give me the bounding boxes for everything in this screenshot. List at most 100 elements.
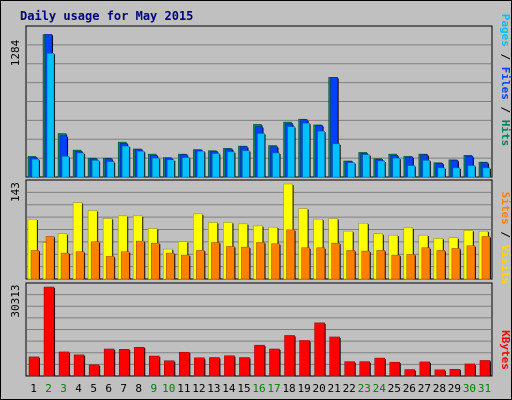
kbytes-panel: 30313 [9,282,493,377]
x-tick-label-15: 15 [237,382,250,395]
x-tick-label-1: 1 [30,382,37,395]
bar-pages-day-7 [121,145,130,178]
bar-pages-day-3 [61,156,70,178]
x-tick-label-6: 6 [105,382,112,395]
bar-pages-day-31 [482,167,491,178]
bar-sites-day-14 [226,246,235,280]
bar-kbytes-day-2 [43,286,55,377]
bar-pages-day-9 [152,157,160,178]
bar-kbytes-day-14 [224,355,235,377]
x-tick-label-22: 22 [343,382,356,395]
x-tick-label-16: 16 [252,382,265,395]
svg-text:Sites / Visits: Sites / Visits [499,192,512,285]
bar-sites-day-8 [135,240,145,280]
bar-sites-day-7 [120,251,130,280]
bar-kbytes-day-16 [254,344,265,377]
bar-pages-day-24 [377,160,385,178]
bar-sites-day-2 [45,236,55,280]
legend-sites: Sites [499,192,512,225]
bar-pages-day-2 [46,53,55,178]
bar-sites-day-17 [271,243,280,280]
bar-kbytes-day-22 [344,361,355,377]
x-tick-label-8: 8 [135,382,142,395]
svg-text:Pages / Files / Hits: Pages / Files / Hits [499,14,512,147]
bar-sites-day-4 [75,251,85,280]
bar-kbytes-day-13 [209,357,220,377]
bar-sites-day-25 [391,254,401,280]
bar-sites-day-16 [256,242,265,280]
x-tick-label-13: 13 [207,382,220,395]
bar-pages-day-6 [106,161,115,178]
bar-kbytes-day-27 [419,361,431,377]
x-tick-label-5: 5 [90,382,97,395]
bar-kbytes-day-8 [133,346,145,377]
legend-pages: Pages [499,14,512,47]
x-tick-label-2: 2 [45,382,52,395]
bar-pages-day-1 [31,159,40,178]
bar-pages-day-19 [302,122,310,178]
bar-kbytes-day-24 [374,357,385,377]
x-tick-label-29: 29 [448,382,461,395]
bar-pages-day-12 [197,150,205,178]
bar-sites-day-15 [241,246,250,280]
x-tick-label-17: 17 [267,382,280,395]
bar-kbytes-day-29 [449,368,461,377]
bar-kbytes-day-12 [194,357,205,377]
bar-pages-day-17 [272,152,280,178]
legend-sites-visits: Sites / Visits [499,192,512,285]
hits-files-pages-panel: 1284 [9,25,493,178]
bar-pages-day-10 [167,159,175,178]
bar-sites-day-28 [436,250,446,280]
x-tick-label-21: 21 [328,382,341,395]
bar-kbytes-day-15 [239,357,250,377]
bar-pages-day-20 [317,130,325,178]
bar-sites-day-29 [451,248,461,280]
x-tick-label-10: 10 [162,382,175,395]
bar-sites-day-30 [466,245,476,280]
bar-kbytes-day-21 [329,336,340,377]
bar-kbytes-day-31 [479,360,491,377]
y-max-label-kbytes: 30313 [9,284,22,317]
bar-kbytes-day-6 [103,348,115,377]
bar-pages-day-21 [332,143,340,178]
x-tick-label-4: 4 [75,382,82,395]
bar-pages-day-18 [287,126,295,178]
bar-kbytes-day-17 [269,348,280,377]
chart-title: Daily usage for May 2015 [20,9,193,23]
bar-kbytes-day-7 [118,349,130,377]
x-tick-label-11: 11 [177,382,190,395]
bar-sites-day-20 [316,247,325,280]
bar-kbytes-day-19 [299,340,310,377]
bar-pages-day-5 [91,160,100,178]
bar-pages-day-23 [362,154,370,178]
bar-sites-day-10 [166,252,175,280]
x-tick-label-30: 30 [463,382,476,395]
legend-kbytes-label: KBytes [499,330,512,370]
x-tick-label-19: 19 [297,382,310,395]
y-max-label-visits: 143 [9,182,22,202]
x-tick-label-23: 23 [358,382,371,395]
svg-text:KBytes: KBytes [499,330,512,370]
bar-pages-day-26 [407,165,416,178]
x-tick-label-18: 18 [282,382,295,395]
bar-kbytes-day-10 [164,360,175,377]
y-max-label-hits: 1284 [9,39,22,66]
visits-sites-panel: 143 [9,179,493,280]
bar-kbytes-day-25 [389,361,401,377]
x-tick-label-9: 9 [150,382,157,395]
bar-sites-day-19 [301,247,310,280]
legend-kbytes: KBytes [499,330,512,370]
bar-kbytes-day-18 [284,335,295,377]
bar-kbytes-day-3 [58,351,70,377]
bar-pages-day-30 [467,165,476,178]
bar-kbytes-day-20 [314,322,325,377]
legend-hits: Hits [499,120,512,147]
bar-sites-day-22 [346,250,355,280]
bar-pages-day-25 [392,157,401,178]
bar-pages-day-27 [422,160,431,178]
bar-sites-day-1 [30,250,40,280]
x-axis-ticks: 1 2 3 4 5 6 7 8 9 10 11 12 13 14 15 16 17 18 19 20 21 22 23 24 2… [30,382,491,395]
bar-pages-day-22 [347,162,355,178]
bar-sites-day-5 [90,241,100,280]
bar-pages-day-14 [227,151,235,178]
